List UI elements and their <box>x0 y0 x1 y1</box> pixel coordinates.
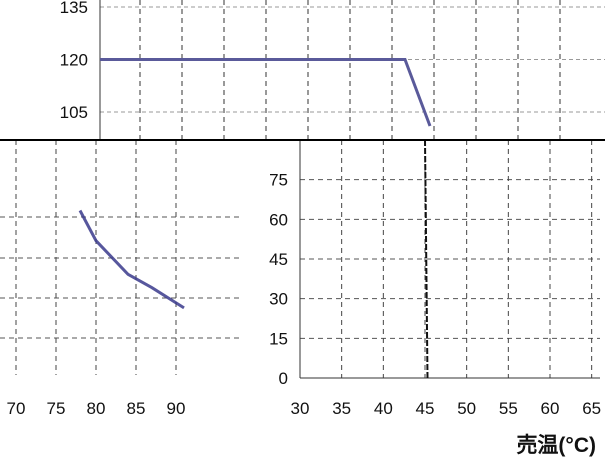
panel-a-x-tick-label: 70 <box>7 399 26 418</box>
panel-b-y-tick-label: 60 <box>269 210 288 229</box>
panel-a-x-tick-label: 90 <box>167 399 186 418</box>
panel-a-x-tick-label: 80 <box>87 399 106 418</box>
panel-c-y-tick-label: 135 <box>60 0 88 17</box>
panel-c-y-tick-label: 120 <box>60 51 88 70</box>
panel-c-y-tick-label: 105 <box>60 103 88 122</box>
panel-b-y-tick-label: 30 <box>269 290 288 309</box>
panel-b-x-tick-label: 65 <box>582 399 601 418</box>
panel-b-x-tick-label: 45 <box>416 399 435 418</box>
panel-a-series-line <box>78 209 185 310</box>
text-layer: 70 75 80 85 90 0 15 30 45 60 75 30 35 40 45 50 55 60 65 105… <box>7 0 602 418</box>
panel-b-x-tick-label: 55 <box>499 399 518 418</box>
panel-b-y-tick-label: 15 <box>269 329 288 348</box>
x-axis-label: 売温(°C) <box>516 434 596 457</box>
panel-b-x-tick-label: 35 <box>332 399 351 418</box>
grid-layer <box>0 0 605 379</box>
panel-b-y-tick-label: 75 <box>269 171 288 190</box>
panel-b-x-tick-label: 40 <box>374 399 393 418</box>
panel-a-x-tick-label: 85 <box>127 399 146 418</box>
panel-a-x-tick-label: 75 <box>47 399 66 418</box>
panel-c-series-line <box>100 58 432 127</box>
marks-layer <box>0 0 605 379</box>
panel-b-x-tick-label: 60 <box>541 399 560 418</box>
panel-b-x-tick-label: 50 <box>457 399 476 418</box>
panel-b-y-tick-label: 0 <box>279 369 288 388</box>
panel-b-x-tick-label: 30 <box>291 399 310 418</box>
panel-b-y-tick-label: 45 <box>269 250 288 269</box>
